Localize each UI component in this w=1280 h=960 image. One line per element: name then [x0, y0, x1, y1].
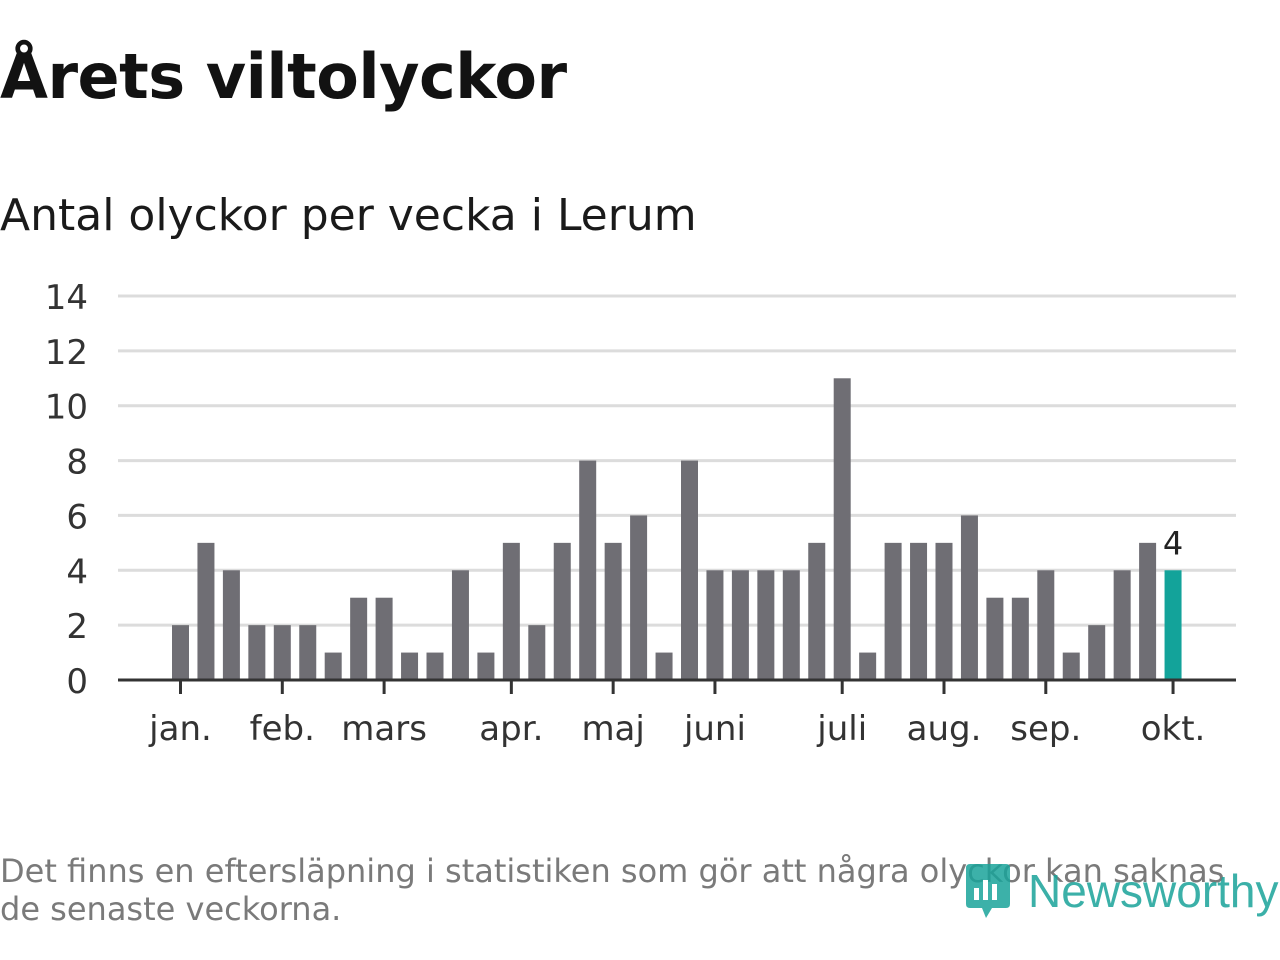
x-tick-label: sep.	[1010, 709, 1081, 749]
bar	[782, 570, 800, 680]
bar-chart: 0 2 4 6 8 10 12 14 4 jan. feb. mars apr. maj juni juli a…	[45, 278, 1236, 749]
bar	[731, 570, 749, 680]
bar	[604, 542, 622, 680]
bar	[528, 625, 546, 680]
chart-title: Årets viltolyckor	[0, 40, 567, 113]
bar	[884, 542, 902, 680]
bar	[960, 515, 978, 680]
x-tick-label: juli	[816, 709, 867, 749]
logo-text: Newsworthy	[1028, 865, 1279, 917]
y-tick-label: 10	[45, 388, 88, 428]
bar	[248, 625, 266, 680]
bar	[833, 378, 851, 680]
bar	[935, 542, 953, 680]
bar	[401, 652, 419, 680]
bar	[579, 460, 597, 680]
bar	[1088, 625, 1106, 680]
bar	[681, 460, 698, 680]
x-tick-label: jan.	[148, 709, 212, 749]
bar	[1011, 597, 1029, 680]
y-tick-label: 12	[45, 333, 88, 373]
x-tick-label: feb.	[250, 709, 315, 749]
bar	[1037, 570, 1055, 680]
footnote: Det finns en eftersläpning i statistiken…	[0, 852, 1225, 928]
bar	[299, 625, 317, 680]
chart-subtitle: Antal olyckor per vecka i Lerum	[0, 190, 697, 241]
bar	[630, 515, 648, 680]
x-tick-label: aug.	[907, 709, 982, 749]
data-label: 4	[1163, 524, 1183, 562]
bar	[706, 570, 724, 680]
bar	[222, 570, 240, 680]
x-tick-label: okt.	[1141, 709, 1206, 749]
bar	[553, 542, 571, 680]
x-tick-label: juni	[683, 709, 746, 749]
bar-current-week	[1164, 570, 1182, 680]
y-tick-label: 0	[66, 662, 88, 702]
y-tick-label: 2	[66, 607, 88, 647]
bar	[350, 597, 368, 680]
y-tick-label: 14	[45, 278, 88, 318]
x-tick-label: mars	[341, 709, 427, 749]
bar	[859, 652, 877, 680]
bar	[426, 652, 444, 680]
x-tick-label: apr.	[479, 709, 543, 749]
bar	[757, 570, 775, 680]
y-tick-label: 6	[66, 497, 88, 537]
bar	[451, 570, 469, 680]
bar	[172, 625, 189, 680]
bar	[655, 652, 673, 680]
newsworthy-logo: Newsworthy	[962, 860, 1279, 922]
bar	[477, 652, 495, 680]
y-tick-label: 8	[66, 443, 88, 483]
bar	[502, 542, 520, 680]
y-tick-label: 4	[66, 552, 88, 592]
x-tick-label: maj	[581, 709, 644, 749]
newsworthy-logo-icon	[966, 864, 1010, 918]
bar	[910, 542, 928, 680]
bar	[197, 542, 215, 680]
bar	[273, 625, 291, 680]
bar	[1113, 570, 1131, 680]
bar	[1062, 652, 1080, 680]
bar	[808, 542, 826, 680]
bar	[375, 597, 393, 680]
bar	[986, 597, 1004, 680]
bar	[324, 652, 342, 680]
bar	[1139, 542, 1157, 680]
